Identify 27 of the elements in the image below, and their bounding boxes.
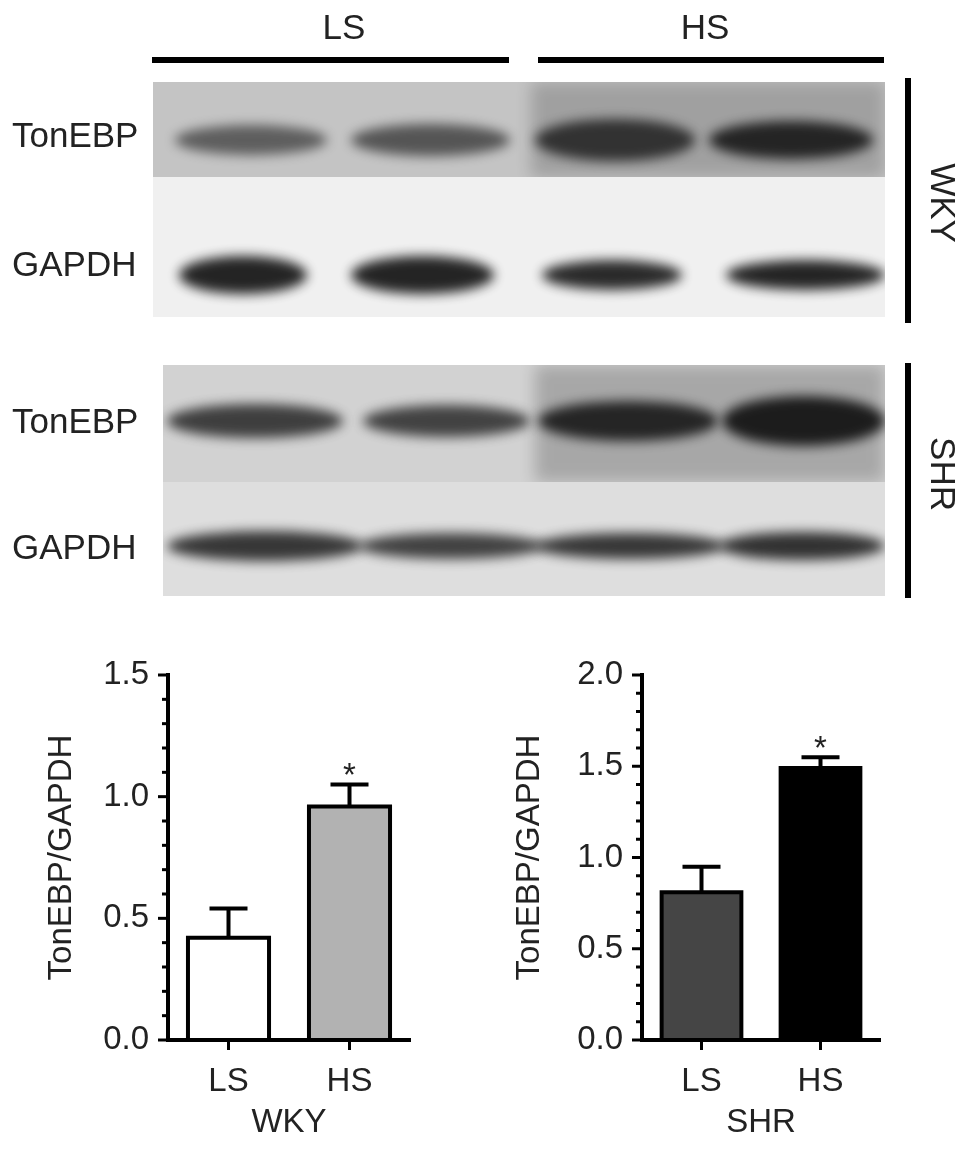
text: TonEBP [12, 400, 139, 440]
annotation: * [814, 728, 828, 766]
y-tick-label: 0.5 [103, 897, 149, 935]
y-axis-title: TonEBP/GAPDH [508, 734, 546, 981]
annotation: * [343, 755, 357, 793]
text: SHR [923, 437, 963, 511]
x-tick-label: LS [681, 1060, 722, 1098]
x-tick-label: LS [208, 1060, 249, 1098]
y-tick-label: 0.5 [577, 927, 623, 965]
x-tick-label: HS [326, 1060, 373, 1098]
x-axis-title: WKY [251, 1102, 327, 1140]
text: GAPDH [12, 526, 137, 566]
y-axis-title: TonEBP/GAPDH [40, 734, 78, 981]
y-tick-label: 1.5 [103, 654, 149, 692]
x-axis-title: SHR [726, 1102, 796, 1140]
y-tick-label: 1.5 [577, 745, 623, 783]
x-tick-label: HS [797, 1060, 844, 1098]
text: TonEBP [12, 114, 139, 154]
y-tick-label: 0.0 [577, 1019, 623, 1057]
y-tick-label: 1.0 [103, 775, 149, 813]
text: WKY [923, 163, 963, 243]
text: LS [322, 6, 366, 46]
y-tick-label: 0.0 [103, 1019, 149, 1057]
y-tick-label: 1.0 [577, 836, 623, 874]
text: HS [680, 6, 730, 46]
y-tick-label: 2.0 [577, 654, 623, 692]
text: GAPDH [12, 243, 137, 283]
